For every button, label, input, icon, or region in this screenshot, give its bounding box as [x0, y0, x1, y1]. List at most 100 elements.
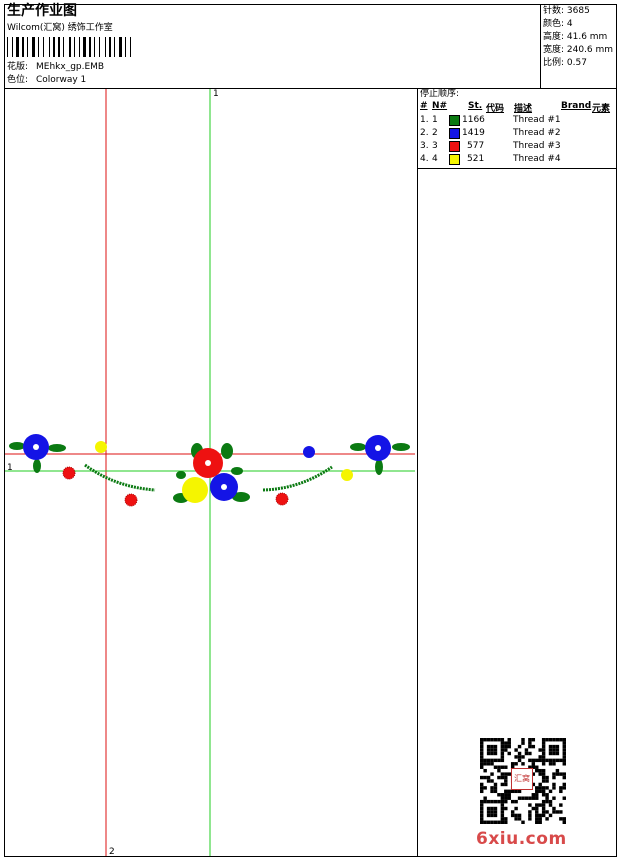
- qr-module: [545, 810, 549, 814]
- qr-module: [541, 748, 546, 752]
- qr-module: [504, 772, 508, 776]
- qr-module: [562, 786, 566, 790]
- qr-module: [514, 806, 518, 811]
- qr-module: [555, 810, 560, 814]
- qr-module: [535, 810, 539, 814]
- qr-module: [531, 796, 536, 800]
- qr-module: [559, 738, 563, 742]
- qr-module: [514, 813, 518, 818]
- qr-module: [493, 786, 498, 790]
- qr-module: [490, 748, 494, 752]
- stitch-count: 针数: 3685: [543, 6, 590, 16]
- col-header-stitches: St.: [468, 101, 483, 111]
- barcode-bar: [53, 37, 55, 57]
- qr-module: [504, 765, 508, 769]
- qr-module: [538, 786, 542, 790]
- qr-module: [541, 744, 546, 749]
- barcode-bar: [109, 37, 111, 57]
- qr-module: [480, 744, 484, 749]
- qr-module: [480, 782, 484, 787]
- qr-module: [552, 744, 556, 749]
- qr-module: [493, 744, 498, 749]
- qr-module: [510, 789, 515, 794]
- qr-module: [555, 768, 560, 773]
- vine-right: [262, 465, 333, 492]
- qr-module: [535, 789, 539, 794]
- qr-module: [524, 751, 529, 756]
- axis-label-bottom: 2: [109, 847, 115, 857]
- flower-center-cluster: [173, 443, 250, 503]
- qr-module: [562, 738, 566, 742]
- qr-module: [552, 738, 556, 742]
- qr-module: [528, 765, 532, 769]
- qr-module: [531, 765, 536, 769]
- qr-module: [497, 820, 501, 824]
- qr-module: [480, 775, 484, 780]
- qr-module: [555, 744, 560, 749]
- qr-module: [480, 817, 484, 821]
- thread-color-swatch: [449, 128, 460, 139]
- qr-module: [486, 758, 491, 763]
- qr-module: [490, 799, 494, 804]
- qr-module: [507, 796, 511, 800]
- qr-module: [541, 768, 546, 773]
- row-code: 521: [467, 154, 485, 164]
- qr-module: [562, 741, 566, 745]
- qr-module: [510, 799, 515, 804]
- barcode-bar: [43, 37, 44, 57]
- qr-module: [500, 738, 505, 742]
- qr-module: [545, 786, 549, 790]
- design-name: MEhkx_gp.EMB: [36, 62, 105, 72]
- qr-module: [524, 748, 529, 752]
- qr-module: [504, 806, 508, 811]
- qr-module: [493, 820, 498, 824]
- qr-module: [483, 768, 487, 773]
- qr-module: [521, 820, 525, 824]
- qr-module: [493, 782, 498, 787]
- qr-module: [562, 817, 566, 821]
- qr-module: [480, 762, 484, 766]
- qr-module: [507, 744, 511, 749]
- qr-module: [521, 738, 525, 742]
- qr-module: [531, 793, 536, 797]
- qr-module: [500, 793, 505, 797]
- qr-module: [562, 744, 566, 749]
- qr-module: [500, 748, 505, 752]
- qr-module: [480, 765, 484, 769]
- barcode-bar: [130, 37, 131, 57]
- design-scale: 比例: 0.57: [543, 58, 587, 68]
- qr-module: [517, 744, 522, 749]
- qr-module: [493, 748, 498, 752]
- qr-module: [535, 813, 539, 818]
- qr-module: [517, 751, 522, 756]
- qr-module: [490, 813, 494, 818]
- qr-module: [500, 758, 505, 763]
- qr-module: [538, 772, 542, 776]
- barcode-bar: [94, 37, 95, 57]
- qr-module: [504, 744, 508, 749]
- qr-module: [548, 803, 553, 807]
- qr-module: [493, 751, 498, 756]
- qr-module: [486, 813, 491, 818]
- qr-module: [541, 779, 546, 783]
- qr-module: [559, 810, 563, 814]
- qr-module: [521, 762, 525, 766]
- qr-module: [500, 765, 505, 769]
- qr-module: [497, 758, 501, 763]
- qr-module: [510, 765, 515, 769]
- qr-module: [483, 762, 487, 766]
- qr-module: [559, 772, 563, 776]
- barcode-bar: [22, 37, 24, 57]
- qr-module: [548, 748, 553, 752]
- qr-module: [535, 758, 539, 763]
- qr-module: [504, 779, 508, 783]
- qr-module: [545, 793, 549, 797]
- qr-module: [541, 793, 546, 797]
- qr-module: [538, 820, 542, 824]
- qr-module: [480, 741, 484, 745]
- right-column: [417, 168, 617, 857]
- qr-module: [514, 799, 518, 804]
- thread-color-swatch: [449, 141, 460, 152]
- table-row: 2. 2 1419 Thread #2: [420, 127, 616, 140]
- qr-module: [490, 751, 494, 756]
